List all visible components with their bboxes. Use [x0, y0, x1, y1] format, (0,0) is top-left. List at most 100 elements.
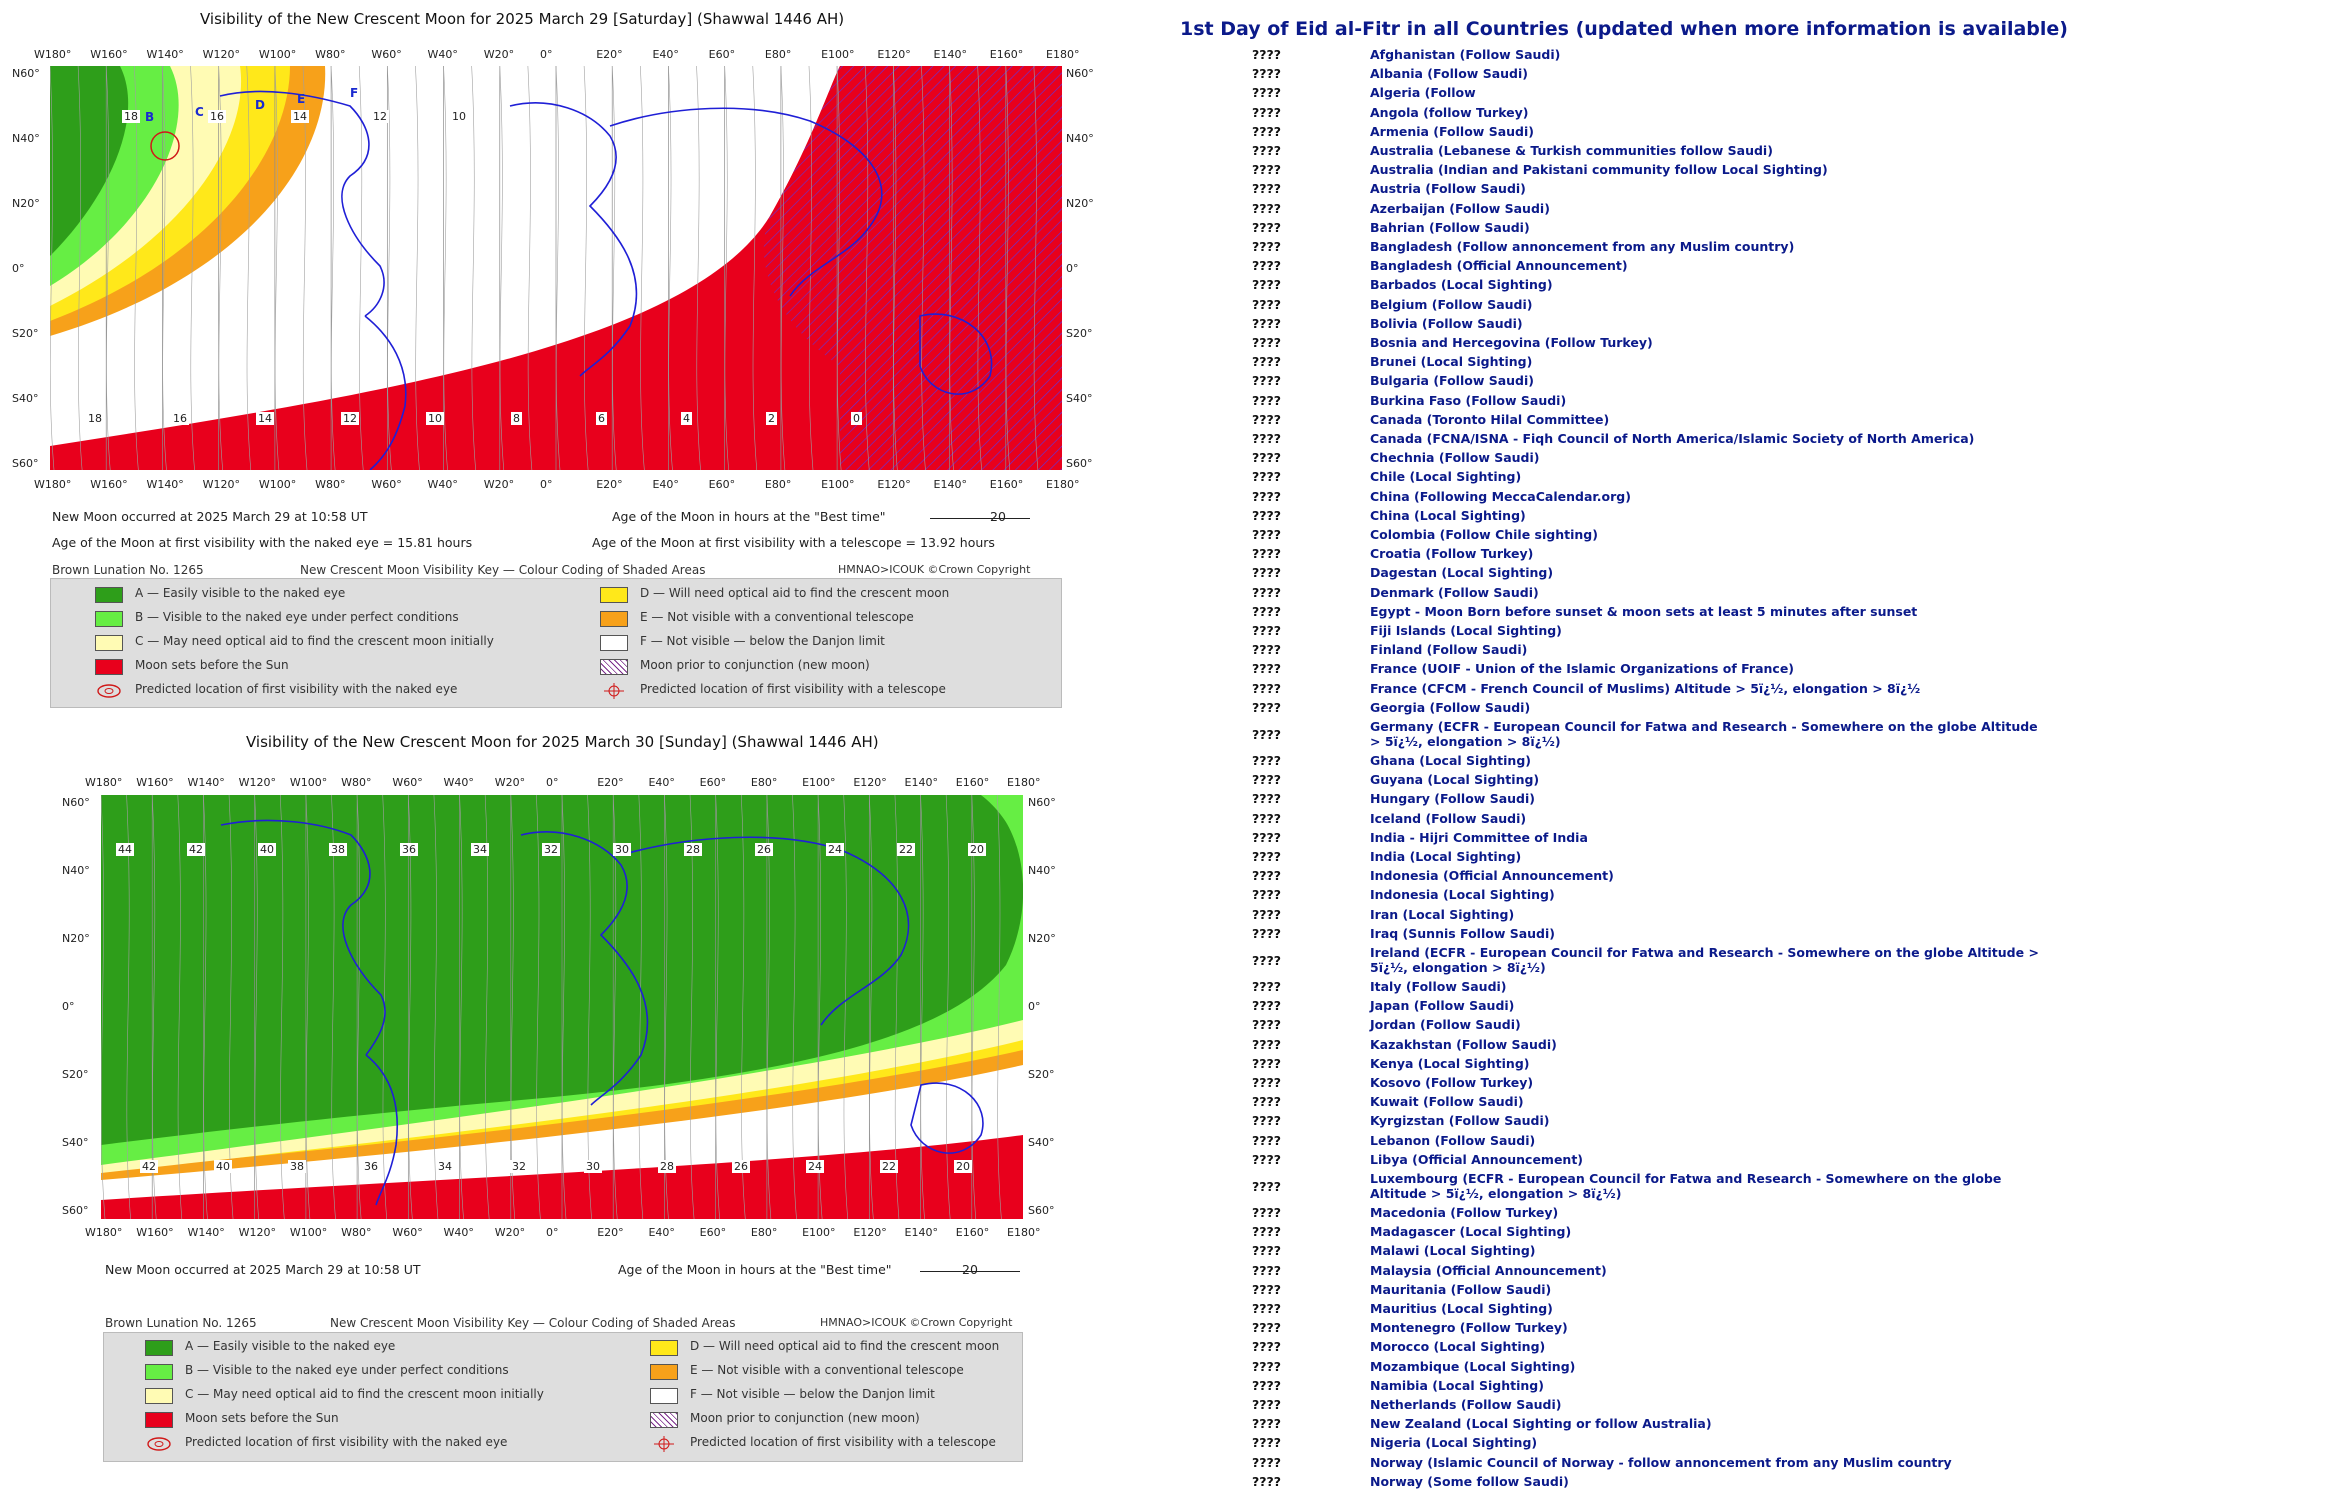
eid-date: ????	[1252, 1017, 1282, 1033]
m2-key-swatch	[650, 1388, 678, 1404]
eid-date: ????	[1252, 219, 1282, 235]
eid-country: Bangladesh (Official Announcement)	[1370, 258, 1628, 274]
hour-contour	[443, 66, 448, 470]
eid-country: Kazakhstan (Follow Saudi)	[1370, 1036, 1557, 1052]
eid-date: ????	[1252, 162, 1282, 178]
m1-lat-label: S40°	[1066, 392, 1093, 405]
eid-country: Finland (Follow Saudi)	[1370, 642, 1528, 658]
eid-country: Bahrian (Follow Saudi)	[1370, 219, 1530, 235]
m1-key-swatch	[600, 659, 628, 675]
eid-country: Montenegro (Follow Turkey)	[1370, 1320, 1568, 1336]
eid-country: Australia (Lebanese & Turkish communitie…	[1370, 143, 1773, 158]
m2-key-swatch	[650, 1364, 678, 1380]
eid-date: ????	[1252, 354, 1282, 370]
m1-lat-label: N60°	[1066, 67, 1094, 80]
m1-lon-label: W120°	[202, 478, 241, 491]
eid-date: ????	[1252, 469, 1282, 485]
map2-hour-label: 42	[140, 1160, 158, 1173]
m1-lon-label: E20°	[596, 478, 623, 491]
eid-date: ????	[1252, 1132, 1282, 1148]
hour-contour	[101, 795, 106, 1219]
hour-contour	[387, 66, 392, 470]
m1-lon-label: E80°	[764, 478, 792, 491]
m1-key-swatch	[95, 683, 121, 698]
eid-date: ????	[1252, 868, 1282, 884]
eid-country: Namibia (Local Sighting)	[1370, 1377, 1544, 1393]
eid-country: Dagestan (Local Sighting)	[1370, 565, 1554, 581]
eid-country: Burkina Faso (Follow Saudi)	[1370, 392, 1567, 408]
m1-lon-label: E140°	[933, 478, 967, 491]
eid-country: Barbados (Local Sighting)	[1370, 277, 1553, 293]
m2-key-swatch	[145, 1388, 173, 1404]
eid-date: ????	[1252, 181, 1282, 197]
eid-country: Albania (Follow Saudi)	[1370, 66, 1528, 82]
map1-hour-label: 14	[291, 110, 309, 123]
m2-lon-label: E100°	[802, 776, 836, 789]
hour-contour	[203, 795, 208, 1219]
m1-lon-label: E160°	[989, 48, 1024, 61]
hour-contour	[949, 66, 954, 470]
eid-country: Norway (Some follow Saudi)	[1370, 1473, 1569, 1489]
m2-lon-label: W60°	[392, 776, 423, 789]
map2-hour-label: 22	[897, 843, 915, 856]
hour-contour	[997, 795, 1002, 1219]
m2-lon-label: E140°	[904, 776, 938, 789]
eid-country: Afghanistan (Follow Saudi)	[1370, 47, 1561, 62]
hour-contour	[869, 795, 874, 1219]
hour-contour	[977, 66, 982, 470]
m1-lon-label: E60°	[708, 48, 736, 61]
m2-key-swatch	[145, 1340, 173, 1356]
eid-date: ????	[1252, 642, 1282, 658]
map2-best-time-label: Age of the Moon in hours at the "Best ti…	[618, 1262, 892, 1277]
map1-gridlines	[50, 66, 1039, 470]
eid-country: Morocco (Local Sighting)	[1370, 1339, 1546, 1355]
eid-country: Mauritius (Local Sighting)	[1370, 1301, 1553, 1316]
eid-date: ????	[1252, 1281, 1282, 1297]
eid-date: ????	[1252, 925, 1282, 941]
m1-lon-label: E100°	[821, 48, 855, 61]
m1-lon-label: E40°	[652, 478, 679, 491]
eid-date: ????	[1252, 680, 1282, 696]
hour-contour	[177, 795, 183, 1219]
eid-country: Armenia (Follow Saudi)	[1370, 123, 1534, 139]
hour-contour	[279, 795, 285, 1219]
m1-key-label: D — Will need optical aid to find the cr…	[640, 586, 950, 600]
m2-lon-label: E80°	[750, 776, 778, 789]
m1-key-swatch	[600, 683, 626, 699]
eid-date: ????	[1252, 1320, 1282, 1336]
m2-lon-label: E120°	[853, 1226, 887, 1239]
eid-date: ????	[1252, 699, 1282, 715]
m1-lon-label: W60°	[371, 478, 402, 491]
hour-contour	[536, 795, 541, 1219]
m1-lon-label: W140°	[146, 478, 184, 491]
m2-lon-label: E160°	[955, 1226, 990, 1239]
eid-date: ????	[1252, 1151, 1282, 1167]
m2-lon-label: W140°	[187, 1226, 225, 1239]
map2-hour-label: 32	[510, 1160, 528, 1173]
eid-date: ????	[1252, 239, 1282, 254]
hour-contour	[484, 795, 490, 1219]
eid-country: Malaysia (Official Announcement)	[1370, 1262, 1607, 1278]
hour-contour	[218, 66, 223, 470]
eid-date: ????	[1252, 1262, 1282, 1278]
eid-country: Japan (Follow Saudi)	[1370, 998, 1515, 1014]
eid-country: Netherlands (Follow Saudi)	[1370, 1397, 1562, 1412]
m2-key-swatch	[650, 1436, 676, 1452]
hour-contour	[433, 795, 439, 1219]
map2-hour-label: 32	[542, 843, 560, 856]
hour-contour	[134, 66, 139, 470]
eid-country: Georgia (Follow Saudi)	[1370, 699, 1531, 715]
eid-country: India (Local Sighting)	[1370, 849, 1522, 864]
map2-hour-label: 40	[214, 1160, 232, 1173]
m2-lon-label: E60°	[699, 1226, 727, 1239]
hour-contour	[246, 66, 252, 470]
m2-lat-label: N40°	[62, 864, 90, 877]
eid-date: ????	[1252, 1377, 1282, 1393]
map1-canvas	[50, 66, 1062, 470]
hour-contour	[612, 795, 618, 1219]
eid-date: ????	[1252, 335, 1282, 350]
m1-lon-label: W80°	[315, 48, 346, 61]
m2-lat-label: N60°	[62, 796, 90, 809]
eid-country: France (UOIF - Union of the Islamic Orga…	[1370, 661, 1795, 677]
eid-country: Kosovo (Follow Turkey)	[1370, 1075, 1534, 1090]
